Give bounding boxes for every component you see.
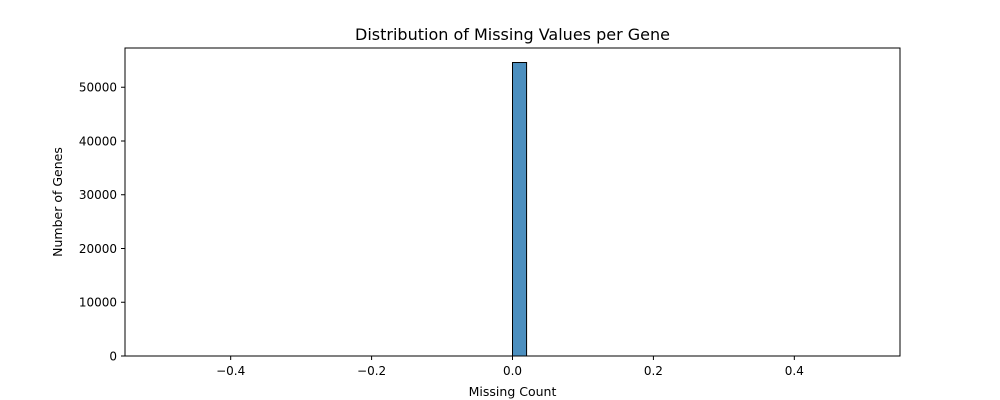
- y-tick-label: 0: [109, 350, 117, 364]
- y-tick-label: 10000: [79, 296, 117, 310]
- histogram-bar-0: [512, 62, 528, 357]
- y-axis-label: Number of Genes: [50, 147, 65, 257]
- x-tick-label: −0.4: [216, 364, 245, 378]
- x-tick-label: 0.2: [644, 364, 663, 378]
- x-axis-label: Missing Count: [469, 384, 557, 399]
- x-tick-label: 0.4: [785, 364, 804, 378]
- y-tick-label: 20000: [79, 242, 117, 256]
- x-tick-label: −0.2: [357, 364, 386, 378]
- y-tick-label: 50000: [79, 81, 117, 95]
- x-tick-label: 0.0: [503, 364, 522, 378]
- axes-group: −0.4 −0.2 0.0 0.2 0.4 0 10000 20000 30000 40000 50…: [79, 47, 901, 378]
- chart-title: Distribution of Missing Values per Gene: [355, 25, 670, 44]
- y-tick-label: 40000: [79, 134, 117, 148]
- y-tick-label: 30000: [79, 188, 117, 202]
